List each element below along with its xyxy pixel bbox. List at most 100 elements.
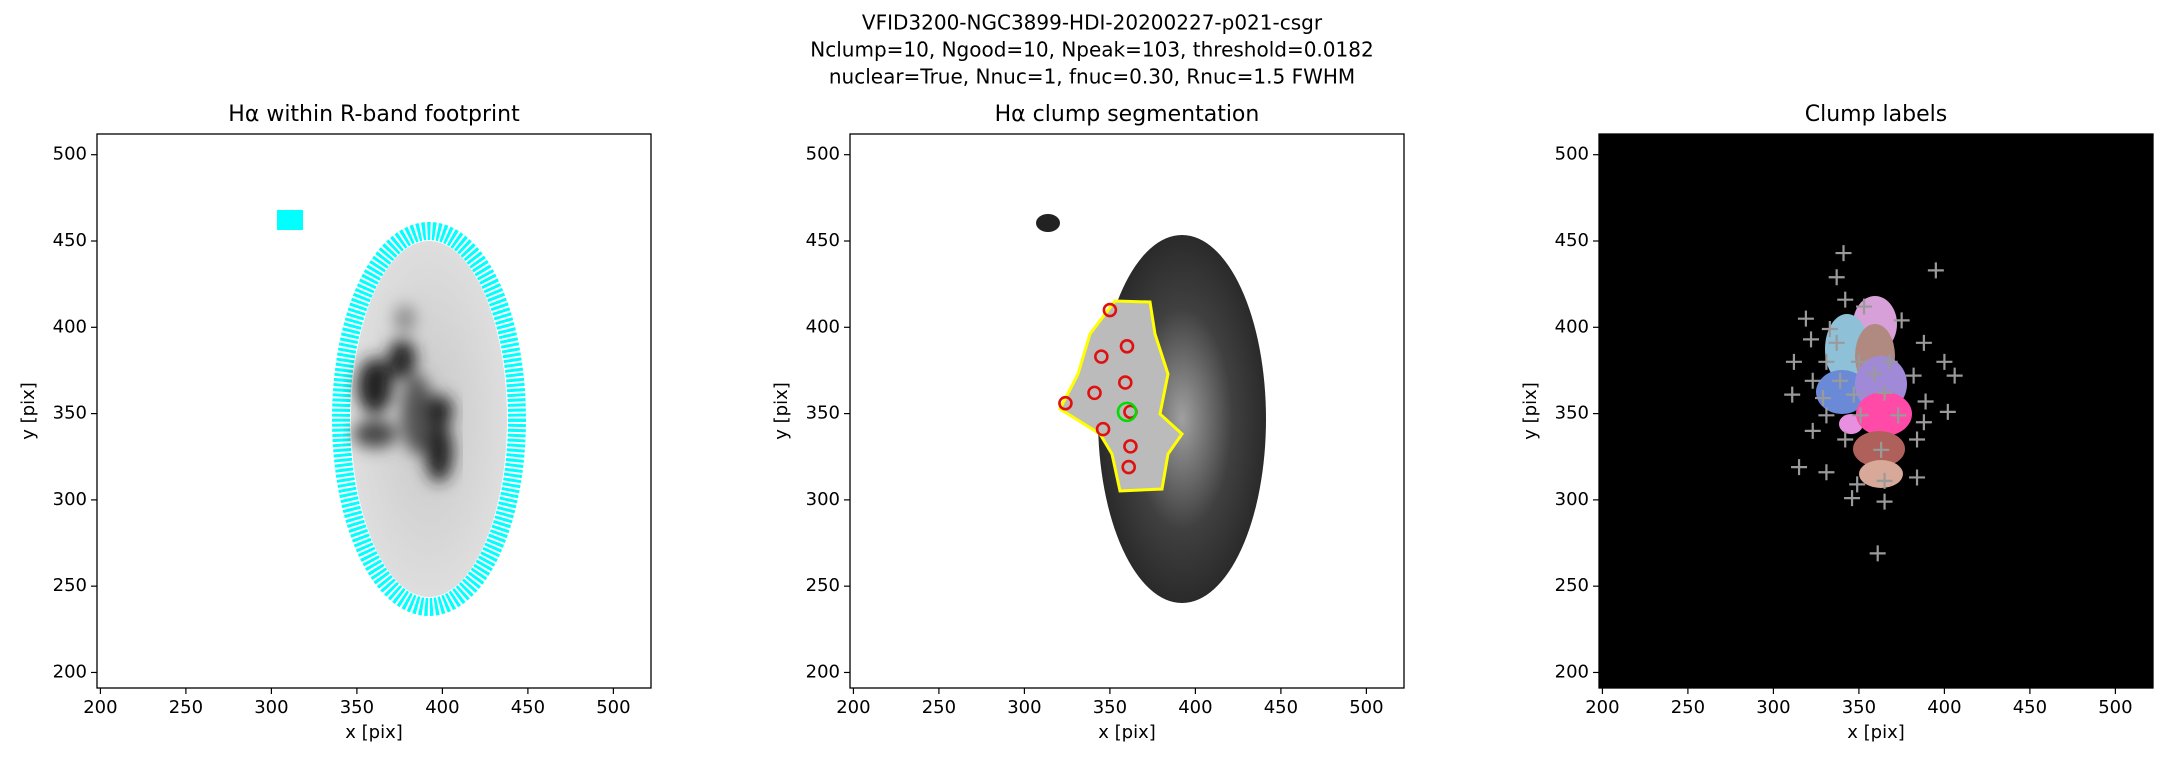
clumps-marker: [1121, 459, 1137, 475]
x-tick-label: 450: [511, 697, 545, 718]
y-tick-label: 250: [1555, 575, 1589, 596]
x-tick-label: 400: [1927, 697, 1961, 718]
peak-marker: [1818, 353, 1835, 370]
peak-marker: [1909, 431, 1926, 448]
x-tick-label: 450: [2013, 697, 2047, 718]
y-tick-label: 400: [806, 316, 840, 337]
peak-marker: [1893, 312, 1910, 329]
peak-marker: [1866, 365, 1883, 382]
peak-marker: [1876, 472, 1893, 489]
peak-marker: [1927, 262, 1944, 279]
x-tick-label: 400: [425, 697, 459, 718]
y-tick-label: 500: [806, 144, 840, 165]
y-tick-label: 200: [1555, 661, 1589, 682]
x-tick-label: 250: [169, 697, 203, 718]
peak-marker: [1915, 414, 1932, 431]
peak-marker: [1917, 393, 1934, 410]
peak-marker: [1804, 422, 1821, 439]
image-1: [277, 210, 526, 616]
y-tick-label: 300: [53, 489, 87, 510]
clumps-marker: [1094, 349, 1109, 364]
peak-marker: [1946, 367, 1963, 384]
clumps-marker: [1117, 375, 1133, 390]
x-tick-label: 200: [83, 697, 117, 718]
x-tick-label: 300: [1756, 697, 1790, 718]
y-tick-label: 500: [53, 144, 87, 165]
axes-frame: [1598, 133, 2154, 689]
x-tick-label: 300: [254, 697, 288, 718]
clumps-marker: [1119, 338, 1135, 354]
x-tick-label: 350: [1842, 697, 1876, 718]
peak-marker: [1803, 331, 1820, 348]
axes-frame: [849, 133, 1405, 689]
peak-marker: [1881, 353, 1898, 370]
y-tick-label: 500: [1555, 144, 1589, 165]
clumps-marker: [1123, 439, 1138, 454]
peak-marker: [1852, 407, 1869, 424]
y-axis-label: y [pix]: [18, 382, 39, 440]
y-tick-label: 250: [806, 575, 840, 596]
x-tick-label: 500: [596, 697, 630, 718]
x-tick-label: 400: [1178, 697, 1212, 718]
axes-title: Hα clump segmentation: [995, 102, 1260, 127]
axes-title: Clump labels: [1805, 102, 1947, 127]
x-tick-label: 450: [1264, 697, 1298, 718]
peak-marker: [1804, 372, 1821, 389]
peak-marker: [1818, 407, 1835, 424]
clumps-marker: [1102, 302, 1118, 318]
peak-marker: [1837, 431, 1854, 448]
peak-marker: [1856, 298, 1873, 315]
peak-marker: [1849, 476, 1866, 493]
clumps-marker: [1058, 395, 1073, 411]
x-tick-label: 350: [340, 697, 374, 718]
y-tick-label: 450: [53, 230, 87, 251]
clumps-marker: [1095, 421, 1111, 437]
y-tick-label: 400: [1555, 316, 1589, 337]
peak-marker: [1909, 469, 1926, 486]
peak-marker: [1890, 407, 1907, 424]
peak-marker: [1818, 464, 1835, 481]
y-tick-label: 300: [1555, 489, 1589, 510]
suptitle: nuclear=True, Nnuc=1, fnuc=0.30, Rnuc=1.…: [829, 65, 1355, 89]
y-tick-label: 400: [53, 316, 87, 337]
x-tick-label: 500: [2098, 697, 2132, 718]
x-tick-label: 500: [1349, 697, 1383, 718]
x-axis-label: x [pix]: [1098, 722, 1156, 743]
y-tick-label: 350: [806, 403, 840, 424]
peak-marker: [1869, 545, 1886, 562]
peak-marker: [1814, 390, 1831, 407]
peak-marker: [1876, 384, 1893, 401]
peak-marker: [1905, 367, 1922, 384]
y-axis-label: y [pix]: [1520, 382, 1541, 440]
peak-marker: [1939, 403, 1956, 420]
x-tick-label: 200: [1585, 697, 1619, 718]
y-tick-label: 350: [1555, 403, 1589, 424]
x-tick-label: 250: [1671, 697, 1705, 718]
x-tick-label: 250: [922, 697, 956, 718]
peak-marker: [1797, 310, 1814, 327]
peak-marker: [1832, 372, 1849, 389]
peak-marker: [1785, 353, 1802, 370]
clumps-marker: [1087, 385, 1102, 401]
x-axis-label: x [pix]: [345, 722, 403, 743]
y-tick-label: 200: [53, 661, 87, 682]
peak-marker: [1791, 459, 1808, 476]
axes-frame: [96, 133, 652, 689]
peak-marker: [1936, 353, 1953, 370]
y-tick-label: 450: [1555, 230, 1589, 251]
y-tick-label: 350: [53, 403, 87, 424]
peak-marker: [1821, 321, 1838, 338]
y-tick-label: 300: [806, 489, 840, 510]
peak-marker: [1873, 441, 1890, 458]
peak-marker: [1915, 334, 1932, 351]
y-tick-label: 450: [806, 230, 840, 251]
axes-title: Hα within R-band footprint: [228, 102, 520, 127]
peak-marker: [1828, 269, 1845, 286]
image-2: [1036, 214, 1266, 603]
y-axis-label: y [pix]: [771, 382, 792, 440]
suptitle: Nclump=10, Ngood=10, Npeak=103, threshol…: [810, 38, 1373, 62]
nucleus-marker: [1116, 401, 1138, 423]
x-tick-label: 300: [1007, 697, 1041, 718]
